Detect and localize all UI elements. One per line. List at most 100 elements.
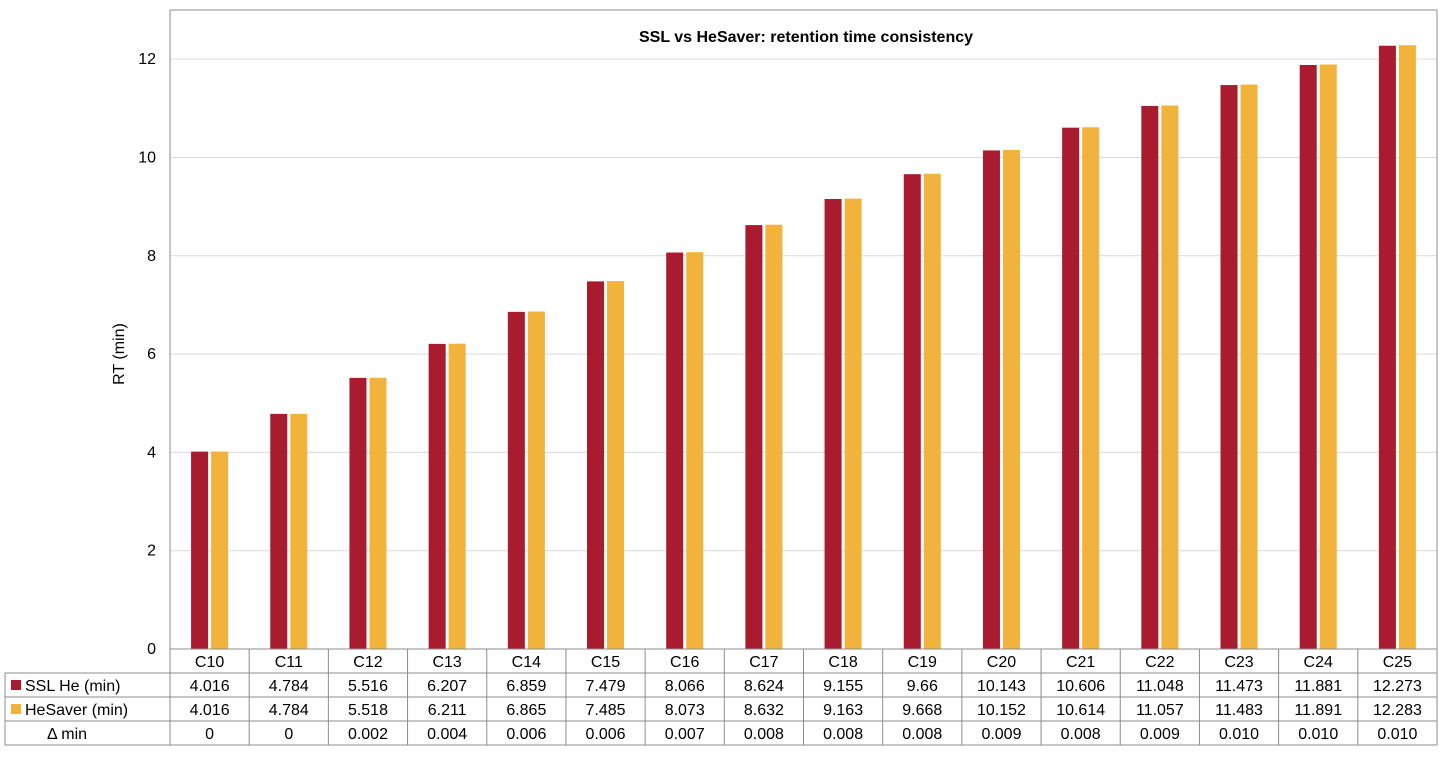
x-tick-label: C20 bbox=[987, 654, 1016, 671]
bar bbox=[1240, 84, 1258, 649]
data-label: 4.784 bbox=[269, 678, 309, 695]
data-label: 10.606 bbox=[1056, 678, 1105, 695]
data-label: 8.624 bbox=[744, 678, 784, 695]
x-tick-label: C15 bbox=[591, 654, 620, 671]
y-tick-label: 2 bbox=[147, 543, 156, 560]
data-label: 0.006 bbox=[506, 726, 546, 743]
x-tick-label: C25 bbox=[1383, 654, 1412, 671]
data-label: 7.479 bbox=[586, 678, 626, 695]
bar bbox=[527, 311, 545, 649]
data-label: 11.473 bbox=[1215, 678, 1263, 695]
bar bbox=[1299, 65, 1317, 649]
data-label: 11.483 bbox=[1215, 702, 1263, 719]
x-tick-label: C23 bbox=[1224, 654, 1253, 671]
x-tick-label: C11 bbox=[275, 654, 303, 671]
bar bbox=[507, 311, 525, 649]
data-label: 0.004 bbox=[427, 726, 467, 743]
data-label: 9.66 bbox=[907, 678, 938, 695]
bar bbox=[745, 225, 763, 649]
bar bbox=[1378, 45, 1396, 649]
bar bbox=[1141, 105, 1159, 650]
data-label: 11.881 bbox=[1294, 678, 1342, 695]
data-label: 10.152 bbox=[977, 702, 1026, 719]
data-label: 5.516 bbox=[348, 678, 388, 695]
data-label: 6.865 bbox=[506, 702, 546, 719]
data-label: 11.048 bbox=[1136, 678, 1184, 695]
bar bbox=[765, 224, 783, 650]
data-label: 12.283 bbox=[1373, 702, 1422, 719]
x-tick-label: C24 bbox=[1304, 654, 1333, 671]
data-label: 8.066 bbox=[665, 678, 705, 695]
data-label: 4.016 bbox=[190, 702, 230, 719]
bar bbox=[1062, 127, 1080, 649]
bar bbox=[211, 451, 229, 649]
bar bbox=[666, 252, 684, 649]
bar bbox=[923, 173, 941, 649]
x-tick-label: C19 bbox=[908, 654, 937, 671]
legend-swatch bbox=[11, 680, 21, 690]
data-label: 8.073 bbox=[665, 702, 705, 719]
data-label: 0.007 bbox=[665, 726, 705, 743]
bar bbox=[349, 377, 367, 649]
data-label: 0.002 bbox=[348, 726, 388, 743]
data-label: 0.010 bbox=[1298, 726, 1338, 743]
data-label: 6.207 bbox=[427, 678, 467, 695]
data-label: 10.143 bbox=[977, 678, 1026, 695]
bar bbox=[1398, 45, 1416, 650]
bar bbox=[1220, 85, 1238, 649]
bar bbox=[1002, 149, 1020, 649]
bar bbox=[903, 174, 921, 650]
y-tick-label: 12 bbox=[138, 51, 156, 68]
legend-label: HeSaver (min) bbox=[25, 702, 128, 719]
data-label: 4.016 bbox=[190, 678, 230, 695]
y-tick-label: 6 bbox=[147, 346, 156, 363]
data-label: 0.008 bbox=[1061, 726, 1101, 743]
data-label: 0.008 bbox=[902, 726, 942, 743]
bar bbox=[428, 343, 446, 649]
data-label: 0.010 bbox=[1377, 726, 1417, 743]
data-label: 0.006 bbox=[586, 726, 626, 743]
bar bbox=[1319, 64, 1337, 650]
bar bbox=[1082, 127, 1100, 650]
data-label: 11.057 bbox=[1136, 702, 1184, 719]
x-tick-label: C12 bbox=[353, 654, 382, 671]
data-label: 5.518 bbox=[348, 702, 388, 719]
x-tick-label: C14 bbox=[512, 654, 541, 671]
data-label: 6.859 bbox=[506, 678, 546, 695]
data-label: 8.632 bbox=[744, 702, 784, 719]
data-label: 4.784 bbox=[269, 702, 309, 719]
data-label: 0.009 bbox=[1140, 726, 1180, 743]
data-label: 9.155 bbox=[823, 678, 863, 695]
bar bbox=[686, 252, 704, 649]
y-tick-label: 10 bbox=[138, 149, 156, 166]
data-label: 6.211 bbox=[428, 702, 467, 719]
bar bbox=[448, 343, 466, 649]
bar bbox=[982, 150, 1000, 649]
y-tick-label: 8 bbox=[147, 248, 156, 265]
x-tick-label: C18 bbox=[828, 654, 857, 671]
bar bbox=[824, 198, 842, 650]
x-tick-label: C13 bbox=[432, 654, 461, 671]
bar bbox=[607, 281, 625, 649]
data-label: 11.891 bbox=[1294, 702, 1342, 719]
table-row-label: Δ min bbox=[47, 726, 87, 743]
data-label: 0.008 bbox=[823, 726, 863, 743]
data-label: 7.485 bbox=[586, 702, 626, 719]
data-label: 12.273 bbox=[1373, 678, 1422, 695]
data-label: 0 bbox=[205, 726, 214, 743]
data-label: 9.163 bbox=[823, 702, 863, 719]
x-tick-label: C16 bbox=[670, 654, 699, 671]
bar bbox=[1161, 105, 1179, 649]
bar bbox=[191, 451, 209, 649]
y-tick-label: 0 bbox=[147, 641, 156, 658]
bar bbox=[369, 377, 387, 649]
data-label: 0.010 bbox=[1219, 726, 1259, 743]
legend-swatch bbox=[11, 704, 21, 714]
y-axis-label: RT (min) bbox=[111, 323, 128, 385]
data-label: 9.668 bbox=[902, 702, 942, 719]
bar bbox=[844, 198, 862, 649]
data-label: 0.008 bbox=[744, 726, 784, 743]
bar bbox=[270, 413, 288, 649]
bar bbox=[290, 413, 308, 649]
